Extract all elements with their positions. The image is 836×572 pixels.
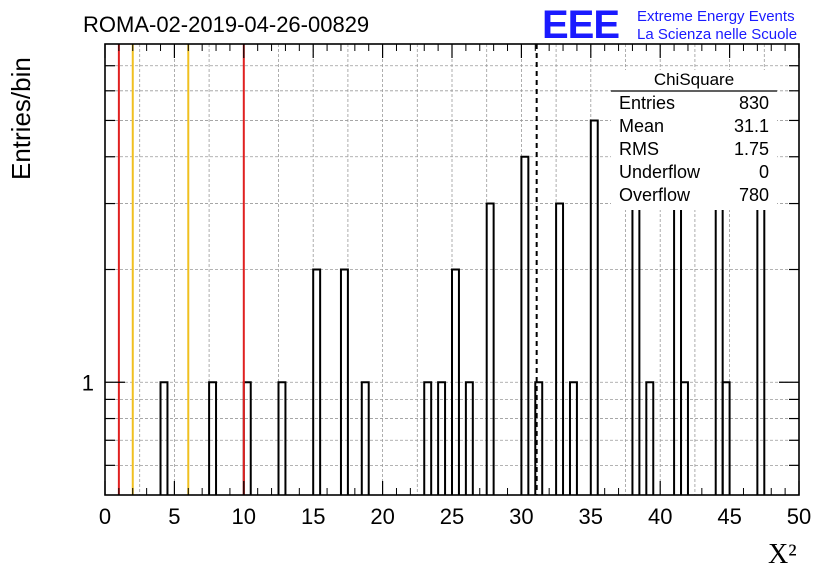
- histogram-bar: [645, 381, 655, 495]
- stats-row-label: Entries: [619, 93, 675, 113]
- histogram-bar: [555, 202, 565, 495]
- histogram-bar: [423, 381, 433, 495]
- x-tick-label: 30: [509, 504, 533, 529]
- histogram-bar: [339, 268, 349, 495]
- chart-title: ROMA-02-2019-04-26-00829: [83, 12, 369, 37]
- x-tick-label: 40: [648, 504, 672, 529]
- stats-row-label: Underflow: [619, 162, 701, 182]
- histogram-bar: [277, 381, 287, 495]
- stats-row-label: Mean: [619, 116, 664, 136]
- x-tick-label: 45: [717, 504, 741, 529]
- histogram-bar: [721, 381, 731, 495]
- histogram-bar: [464, 381, 474, 495]
- y-axis-label: Entries/bin: [6, 57, 36, 180]
- stats-row-value: 1.75: [734, 139, 769, 159]
- y-tick-label: 1: [82, 370, 94, 395]
- histogram-bar: [485, 202, 495, 495]
- stats-row-value: 830: [739, 93, 769, 113]
- stats-row-value: 0: [759, 162, 769, 182]
- eee-logo: EEE Extreme Energy Events La Scienza nel…: [542, 3, 797, 47]
- x-tick-label: 20: [370, 504, 394, 529]
- eee-logo-line2: La Scienza nelle Scuole: [637, 26, 797, 43]
- axes: 0 5 10 15 20 25 30 35 40 45 50 1: [82, 43, 811, 529]
- eee-logo-line1: Extreme Energy Events: [637, 8, 795, 25]
- histogram-bar: [208, 381, 218, 495]
- x-tick-label: 50: [787, 504, 811, 529]
- histogram-bar: [631, 202, 641, 495]
- stats-row-label: Overflow: [619, 185, 691, 205]
- histogram-bar: [568, 381, 578, 495]
- histogram-bar: [680, 381, 689, 495]
- stats-box-background: [611, 70, 777, 210]
- stats-row-label: RMS: [619, 139, 659, 159]
- x-tick-label: 15: [301, 504, 325, 529]
- histogram-bar: [756, 202, 766, 495]
- x-tick-label: 0: [99, 504, 111, 529]
- stats-row-value: 780: [739, 185, 769, 205]
- histogram-bar: [159, 381, 169, 495]
- histogram-bar: [312, 268, 322, 495]
- x-tick-label: 5: [168, 504, 180, 529]
- histogram-bar: [451, 268, 460, 495]
- histogram-bar: [360, 381, 370, 495]
- reference-lines: [117, 44, 538, 495]
- eee-logo-mark: EEE: [542, 3, 619, 47]
- x-tick-label: 25: [440, 504, 464, 529]
- stats-box-title: ChiSquare: [654, 70, 734, 89]
- x-axis-label: X²: [768, 539, 797, 570]
- stats-box: ChiSquare Entries 830 Mean 31.1 RMS 1.75 Under…: [611, 70, 777, 210]
- histogram-bar: [437, 381, 447, 495]
- x-tick-label: 10: [232, 504, 256, 529]
- stats-row-value: 31.1: [734, 116, 769, 136]
- histogram-bar: [589, 119, 599, 495]
- histogram-bar: [520, 155, 530, 495]
- x-tick-label: 35: [579, 504, 603, 529]
- histogram-bar: [534, 381, 544, 495]
